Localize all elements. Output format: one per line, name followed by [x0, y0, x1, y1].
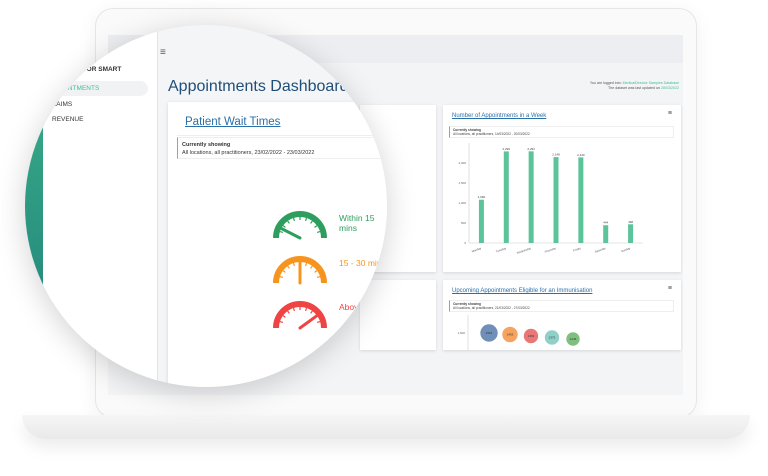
page-title: Appointments Dashboard: [168, 78, 349, 95]
database-link[interactable]: MedicalDirector Samples Database: [622, 81, 679, 85]
immunisation-card: Upcoming Appointments Eligible for an Im…: [443, 280, 681, 350]
bar-value-label: 2,140: [577, 153, 585, 157]
sidebar-item-appointments[interactable]: APPOINTMENTS: [48, 85, 100, 92]
gauge-label-within-15: Within 15 mins: [339, 213, 375, 233]
y-tick-label: 1,500: [457, 331, 465, 335]
bar: [578, 157, 584, 243]
gauge-tick: [279, 275, 284, 279]
bubble-label: 1246: [570, 337, 577, 341]
bar: [478, 199, 484, 243]
gauge-arc: [273, 301, 327, 329]
bubble: [523, 328, 539, 344]
gauge-label-above: Above: [339, 302, 364, 312]
bar-chart: 0 500 1,000 1,500 2,000 1,082 Monday 2,290 Tuesd…: [458, 143, 643, 255]
gauge-label-15-30: 15 - 30 mins: [339, 258, 386, 268]
gauge-tick: [304, 307, 308, 312]
week-chart-card: Number of Appointments in a Week ≡ Curre…: [443, 105, 681, 272]
gauge-tick: [282, 270, 286, 273]
laptop-base: [22, 415, 750, 439]
y-tick-label: 2,000: [458, 161, 466, 165]
gauges: [273, 211, 327, 330]
y-tick-label: 1,000: [458, 201, 466, 205]
bar: [503, 151, 509, 243]
currently-showing: Currently showing All locations, all pra…: [449, 300, 674, 312]
x-tick-label: Thursday: [544, 246, 557, 254]
chart-menu-icon[interactable]: ≡: [667, 110, 672, 117]
gauge-arc: [273, 211, 327, 239]
gauge-needle: [278, 226, 302, 240]
hamburger-icon[interactable]: ≡: [160, 47, 166, 58]
sidebar-item-revenue[interactable]: REVENUE: [52, 116, 84, 123]
sidebar-active-bg: [43, 81, 148, 96]
bubble: [501, 326, 519, 343]
gauge-tick: [310, 265, 313, 269]
bar: [553, 157, 559, 243]
divider: [177, 135, 387, 136]
bubble-label: 1363: [528, 334, 535, 338]
gauge-needle: [298, 313, 320, 330]
x-tick-label: Monday: [471, 246, 482, 253]
gauge-arc: [273, 256, 327, 284]
bar-value-label: 2,290: [503, 147, 511, 151]
gauge-tick: [316, 275, 321, 279]
gauge-tick: [304, 217, 308, 222]
wait-times-title[interactable]: Patient Wait Times: [185, 116, 281, 128]
gauge-tick: [304, 262, 308, 267]
gauge-tick: [279, 320, 284, 324]
gauge-tick: [282, 315, 286, 318]
magnifier: MEDICALDIRECTOR SMART APPOINTMENTS CLAIM…: [25, 25, 387, 387]
x-tick-label: Tuesday: [495, 246, 507, 254]
chart-menu-icon[interactable]: ≡: [667, 285, 672, 292]
bubble-label: 1453: [507, 333, 514, 337]
bar-value-label: 1,082: [478, 195, 486, 199]
login-info: You are logged into: MedicalDirector Sam…: [589, 81, 679, 90]
x-tick-label: Wednesday: [516, 246, 532, 255]
y-tick-label: 0: [464, 241, 466, 245]
gauge-tick: [292, 217, 296, 222]
bubble-label: 1372: [549, 336, 556, 340]
currently-showing: Currently showing All locations, all pra…: [177, 137, 387, 159]
x-tick-label: Saturday: [594, 246, 606, 254]
gauge-tick: [287, 220, 290, 224]
gauge-tick: [310, 220, 313, 224]
gauge-tick: [279, 230, 284, 234]
bar: [528, 151, 534, 243]
sidebar-item-claims[interactable]: CLAIMS: [48, 101, 73, 108]
immunisation-title[interactable]: Upcoming Appointments Eligible for an Im…: [452, 288, 593, 294]
gauge-tick: [316, 230, 321, 234]
bar-value-label: 2,148: [552, 153, 560, 157]
brand-stripe: [25, 25, 43, 387]
bar-value-label: 444: [603, 221, 608, 225]
bubble-label: 1561: [486, 331, 493, 335]
gauge-tick: [282, 225, 286, 228]
x-tick-label: Sunday: [621, 246, 632, 253]
bubble: [479, 323, 499, 343]
gauge-tick: [292, 262, 296, 267]
week-chart-title[interactable]: Number of Appointments in a Week: [452, 113, 547, 119]
bubble-chart: 1,500 1561 1453 1363 1372 1246: [457, 315, 581, 350]
currently-showing: Currently showing All locations, all pra…: [449, 126, 674, 138]
y-tick-label: 500: [461, 221, 466, 225]
gauge-tick: [316, 320, 321, 324]
bar-value-label: 2,292: [527, 147, 535, 151]
sidebar: MEDICALDIRECTOR SMART APPOINTMENTS CLAIM…: [33, 25, 158, 387]
bubble: [565, 331, 581, 347]
brand-name: MEDICALDIRECTOR SMART: [33, 66, 122, 73]
gauge-tick: [287, 265, 290, 269]
gauge-tick: [292, 307, 296, 312]
gauge-tick: [314, 270, 318, 273]
y-tick-label: 1,500: [458, 181, 466, 185]
x-tick-label: Friday: [573, 246, 582, 253]
bar: [603, 225, 609, 243]
bar: [628, 224, 634, 243]
gauge-tick: [287, 310, 290, 314]
bubble: [544, 329, 560, 346]
wait-times-card: Patient Wait Times Currently showing All…: [168, 102, 387, 387]
bar-value-label: 468: [628, 220, 633, 224]
gauge-tick: [310, 310, 313, 314]
gauge-tick: [314, 225, 318, 228]
